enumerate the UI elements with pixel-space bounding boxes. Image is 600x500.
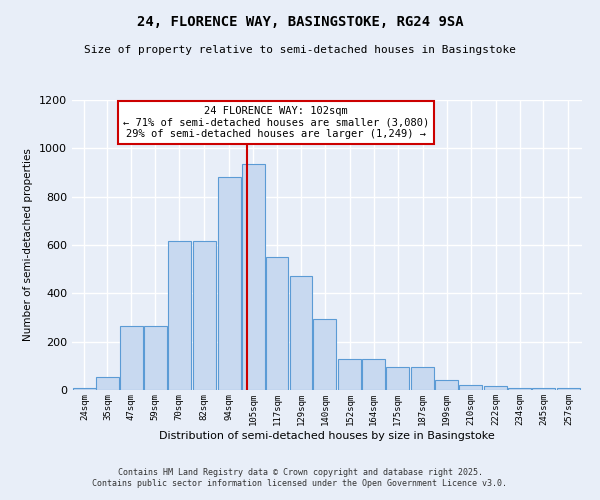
Bar — [362, 358, 385, 390]
Bar — [435, 380, 458, 390]
Bar — [242, 164, 265, 390]
Bar — [290, 276, 313, 390]
Bar — [557, 388, 580, 390]
Text: Contains HM Land Registry data © Crown copyright and database right 2025.
Contai: Contains HM Land Registry data © Crown c… — [92, 468, 508, 487]
Text: 24, FLORENCE WAY, BASINGSTOKE, RG24 9SA: 24, FLORENCE WAY, BASINGSTOKE, RG24 9SA — [137, 15, 463, 29]
Bar — [168, 242, 191, 390]
Bar — [386, 367, 409, 390]
Bar — [73, 388, 96, 390]
Bar — [266, 257, 289, 390]
Bar — [484, 386, 507, 390]
X-axis label: Distribution of semi-detached houses by size in Basingstoke: Distribution of semi-detached houses by … — [159, 430, 495, 440]
Bar — [412, 367, 434, 390]
Bar — [96, 376, 119, 390]
Bar — [144, 326, 167, 390]
Text: 24 FLORENCE WAY: 102sqm
← 71% of semi-detached houses are smaller (3,080)
29% of: 24 FLORENCE WAY: 102sqm ← 71% of semi-de… — [123, 106, 429, 139]
Bar — [508, 388, 531, 390]
Bar — [313, 318, 337, 390]
Bar — [120, 326, 143, 390]
Bar — [218, 178, 241, 390]
Bar — [193, 242, 215, 390]
Bar — [459, 385, 482, 390]
Bar — [338, 358, 361, 390]
Y-axis label: Number of semi-detached properties: Number of semi-detached properties — [23, 148, 34, 342]
Bar — [532, 388, 555, 390]
Text: Size of property relative to semi-detached houses in Basingstoke: Size of property relative to semi-detach… — [84, 45, 516, 55]
